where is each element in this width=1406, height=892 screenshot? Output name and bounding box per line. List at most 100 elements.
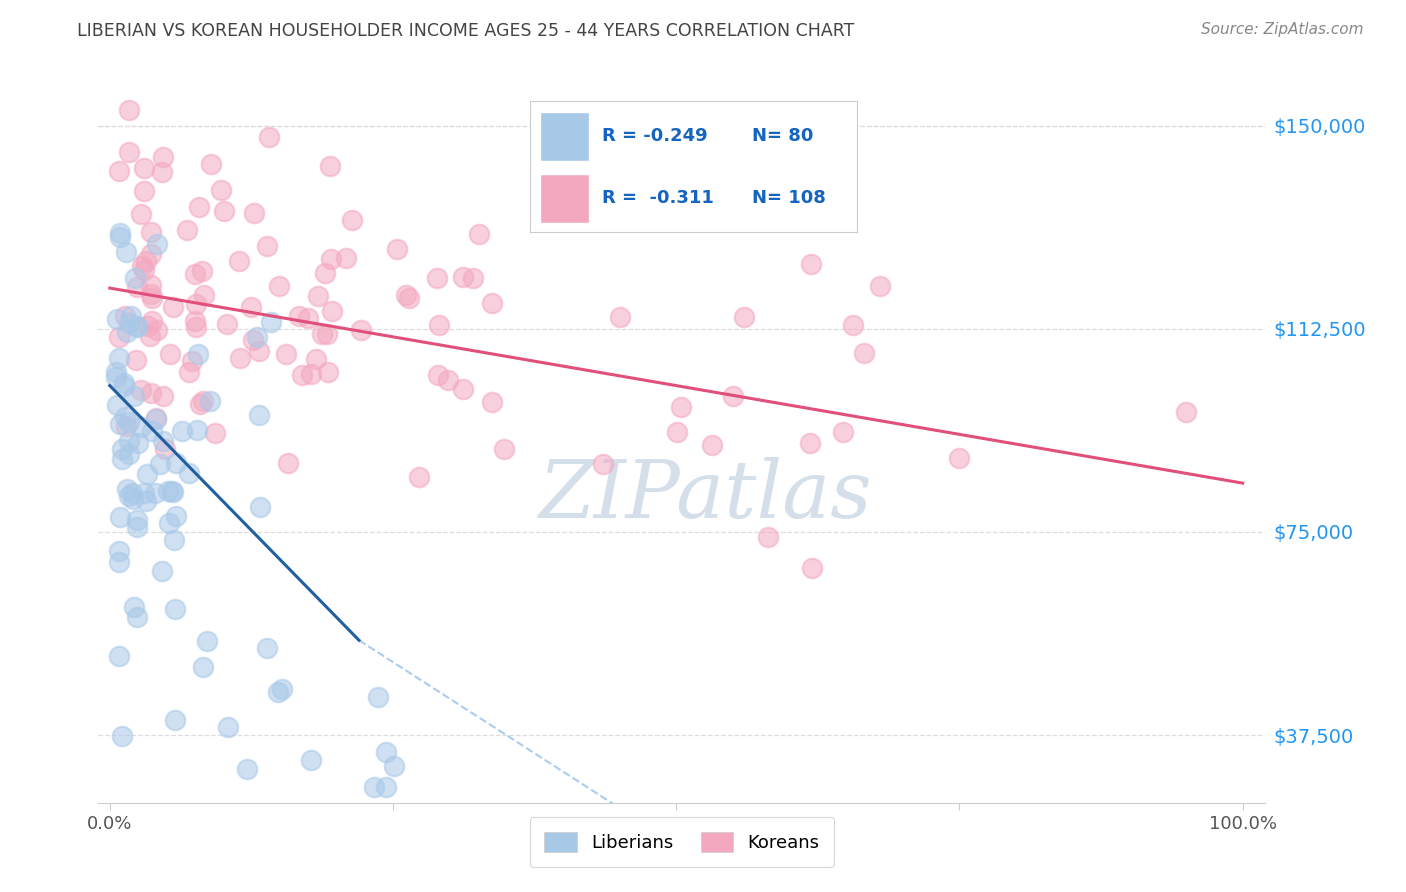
Point: [163, 713, 186, 727]
Point: [852, 346, 875, 360]
Point: [105, 369, 128, 384]
Point: [733, 310, 755, 324]
Point: [141, 313, 163, 327]
Point: [235, 762, 257, 776]
Point: [436, 373, 458, 387]
Point: [209, 183, 232, 197]
Point: [134, 485, 156, 500]
Point: [141, 386, 163, 401]
Point: [305, 351, 328, 366]
Point: [152, 564, 174, 578]
Point: [184, 314, 207, 328]
Point: [150, 165, 173, 179]
Point: [134, 263, 156, 277]
Point: [104, 365, 127, 379]
Point: [800, 257, 823, 271]
Point: [163, 602, 186, 616]
Point: [180, 353, 202, 368]
Point: [141, 424, 163, 438]
Point: [162, 533, 184, 547]
Point: [177, 366, 200, 380]
Point: [145, 411, 167, 425]
Point: [242, 333, 264, 347]
Point: [114, 244, 136, 259]
Text: LIBERIAN VS KOREAN HOUSEHOLDER INCOME AGES 25 - 44 YEARS CORRELATION CHART: LIBERIAN VS KOREAN HOUSEHOLDER INCOME AG…: [77, 22, 855, 40]
Point: [756, 530, 779, 544]
Point: [270, 682, 292, 697]
Point: [121, 486, 143, 500]
Point: [276, 347, 298, 361]
Point: [118, 145, 141, 159]
Point: [1175, 405, 1198, 419]
Point: [107, 330, 129, 344]
Point: [200, 156, 222, 170]
Point: [350, 323, 373, 337]
Point: [124, 271, 146, 285]
Point: [215, 317, 238, 331]
Point: [108, 227, 131, 241]
Point: [451, 269, 474, 284]
Point: [115, 483, 138, 497]
Point: [492, 442, 515, 456]
Point: [143, 486, 166, 500]
Point: [111, 442, 134, 457]
Point: [374, 745, 396, 759]
Point: [127, 513, 149, 527]
Point: [247, 409, 270, 423]
Point: [118, 434, 141, 448]
Point: [118, 103, 141, 117]
Point: [869, 279, 891, 293]
Point: [135, 494, 157, 508]
Point: [111, 451, 134, 466]
Point: [125, 319, 148, 334]
Point: [165, 509, 187, 524]
Point: [204, 425, 226, 440]
Point: [136, 319, 159, 334]
Point: [120, 309, 142, 323]
Point: [153, 442, 176, 456]
Point: [165, 456, 187, 470]
Point: [481, 296, 503, 310]
Point: [145, 323, 167, 337]
Point: [135, 253, 157, 268]
Point: [117, 325, 139, 339]
Point: [118, 489, 141, 503]
Point: [799, 435, 821, 450]
Point: [114, 409, 136, 424]
Point: [367, 690, 389, 704]
Point: [427, 318, 450, 332]
Point: [191, 394, 214, 409]
Point: [127, 279, 149, 293]
Point: [426, 368, 449, 383]
Point: [256, 641, 278, 656]
Point: [124, 389, 146, 403]
Point: [842, 318, 865, 332]
Point: [152, 389, 174, 403]
Point: [592, 457, 614, 471]
Point: [297, 310, 319, 325]
Point: [105, 398, 128, 412]
Point: [193, 287, 215, 301]
Point: [186, 424, 208, 438]
Point: [139, 246, 162, 260]
Point: [176, 223, 198, 237]
Point: [671, 400, 693, 414]
Point: [256, 239, 278, 253]
Point: [122, 600, 145, 615]
Point: [609, 310, 631, 325]
Point: [467, 227, 489, 241]
Point: [291, 368, 314, 382]
Point: [112, 376, 135, 390]
Point: [217, 720, 239, 734]
Point: [148, 458, 170, 472]
Point: [110, 230, 132, 244]
Point: [184, 267, 207, 281]
Point: [108, 351, 131, 366]
Legend: Liberians, Koreans: Liberians, Koreans: [530, 817, 834, 867]
Point: [239, 300, 262, 314]
Point: [200, 394, 222, 409]
Point: [187, 200, 209, 214]
Point: [267, 685, 290, 699]
Point: [118, 316, 141, 330]
Point: [186, 320, 208, 334]
